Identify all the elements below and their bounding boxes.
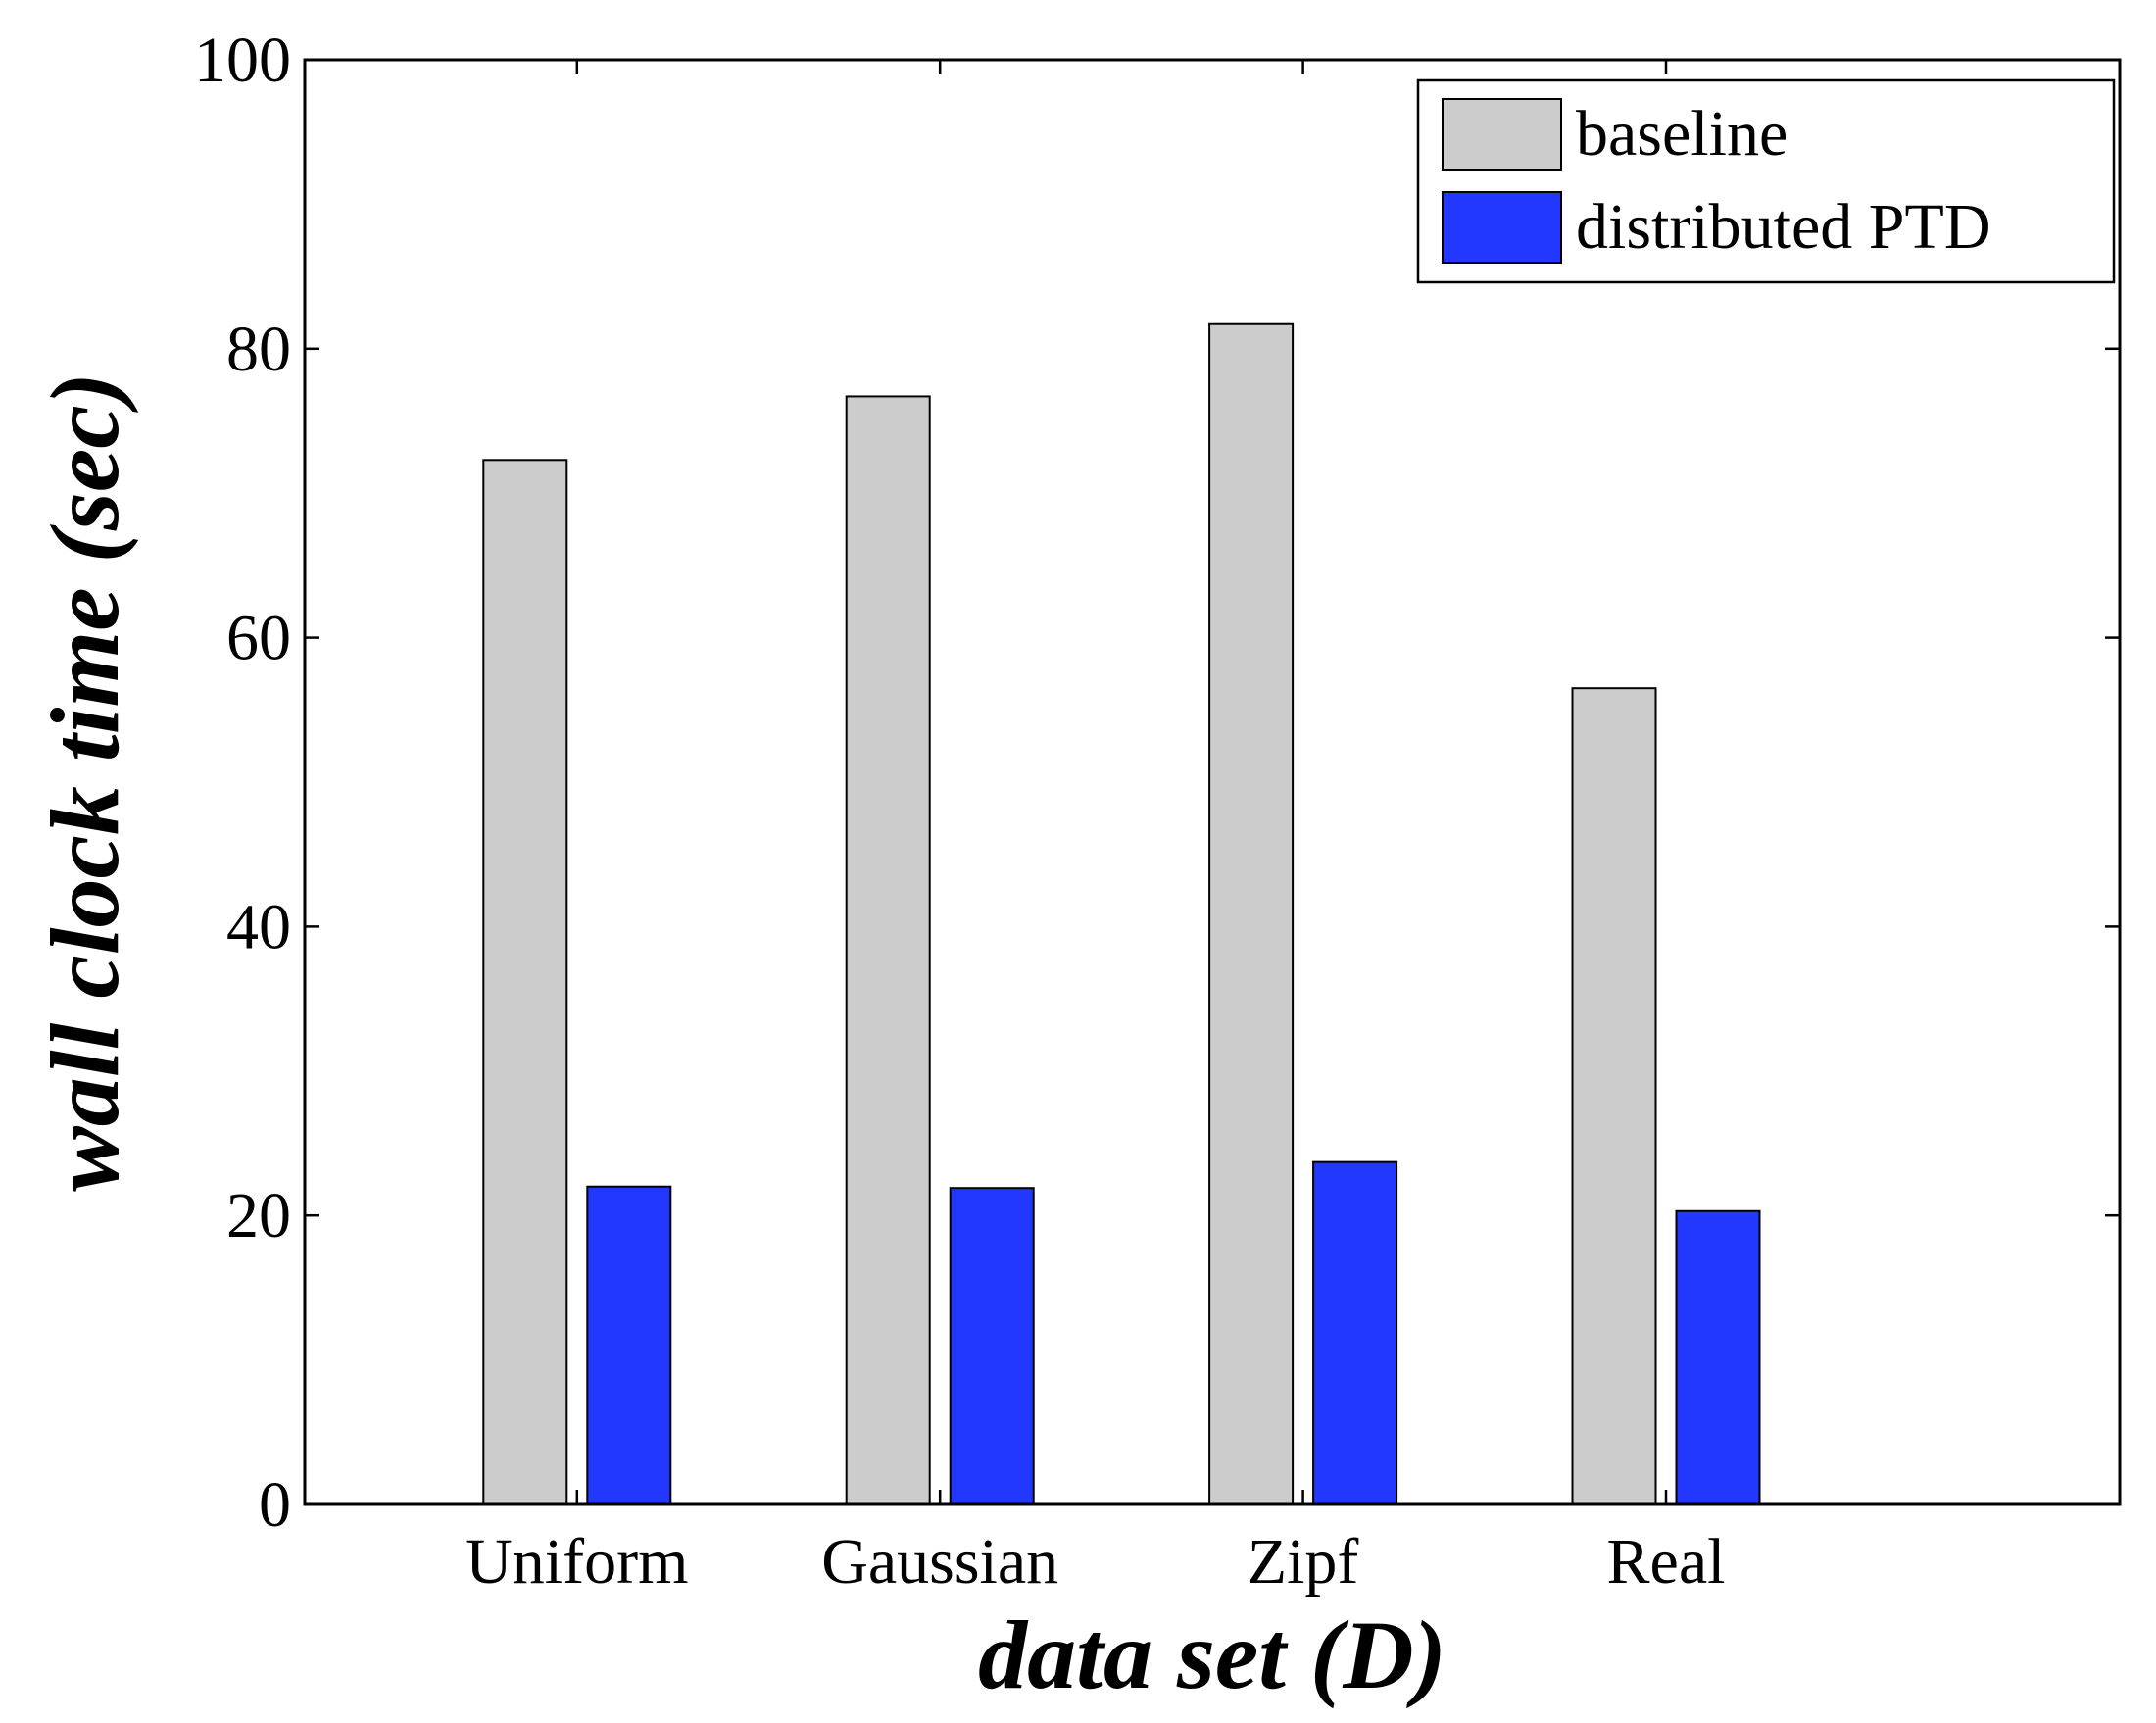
- y-tick-label: 100: [194, 25, 291, 96]
- legend-label-baseline: baseline: [1576, 98, 1788, 170]
- x-tick-label-real: Real: [1607, 1526, 1726, 1598]
- y-tick-label: 0: [259, 1469, 291, 1541]
- y-tick-labels: 0 20 40 60 80 100: [194, 25, 291, 1541]
- bar-baseline-gaussian: [845, 395, 931, 1505]
- bar-baseline-real: [1571, 687, 1657, 1505]
- bar-distributed-ptd-gaussian: [949, 1187, 1035, 1505]
- legend-swatch-distributed-ptd: [1442, 191, 1562, 264]
- axes-frame: [303, 58, 2122, 1506]
- bars-group: [482, 322, 1761, 1506]
- legend-swatch-baseline: [1442, 98, 1562, 171]
- x-axis-title: data set (D): [978, 1600, 1446, 1709]
- bar-distributed-ptd-uniform: [586, 1185, 672, 1505]
- tick-marks: [305, 58, 2120, 1506]
- x-tick-label-gaussian: Gaussian: [821, 1526, 1058, 1598]
- x-tick-label-zipf: Zipf: [1248, 1526, 1359, 1598]
- x-tick-label-uniform: Uniform: [466, 1526, 688, 1598]
- y-tick-label: 80: [226, 314, 291, 385]
- bar-baseline-zipf: [1208, 322, 1295, 1506]
- y-tick-label: 60: [226, 603, 291, 674]
- bar-distributed-ptd-real: [1675, 1209, 1761, 1505]
- bar-baseline-uniform: [482, 459, 568, 1506]
- legend: baseline distributed PTD: [1416, 78, 2116, 284]
- y-tick-label: 20: [226, 1180, 291, 1252]
- y-tick-label: 40: [226, 891, 291, 962]
- x-tick-labels: Uniform Gaussian Zipf Real: [466, 1526, 1725, 1598]
- bar-distributed-ptd-zipf: [1312, 1160, 1398, 1505]
- y-axis-title: wall clock time (sec): [30, 372, 139, 1192]
- legend-label-distributed-ptd: distributed PTD: [1576, 191, 1991, 263]
